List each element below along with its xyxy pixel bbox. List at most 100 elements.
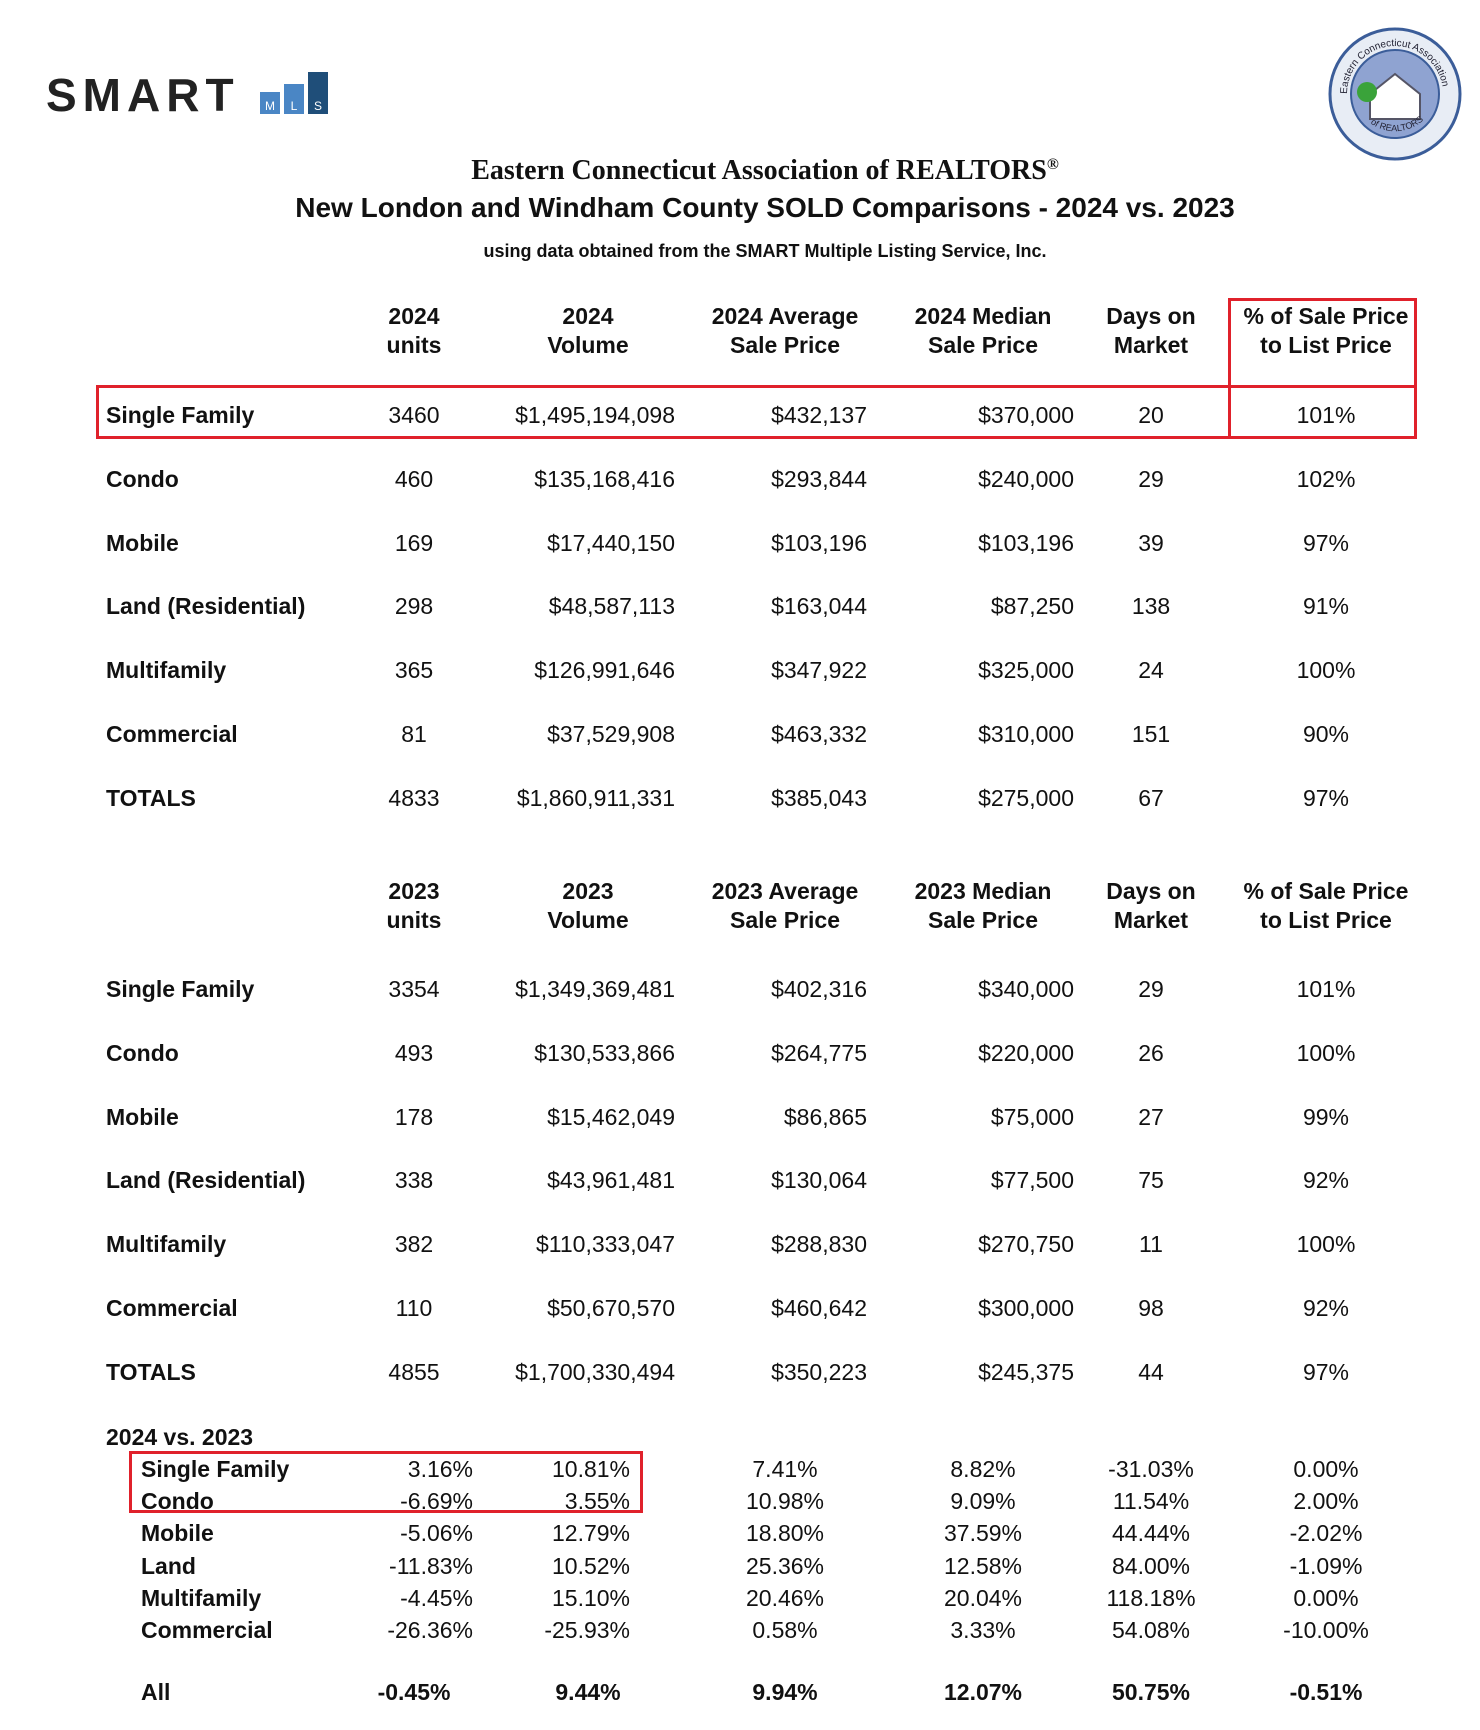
row-label: Multifamily (106, 1231, 227, 1258)
column-header: units (386, 332, 442, 358)
cell: $385,043 (771, 784, 867, 811)
cell: $310,000 (978, 721, 1074, 747)
row-label: Single Family (141, 1456, 290, 1482)
cell: 169 (394, 529, 434, 556)
cell: 92% (1302, 1295, 1350, 1321)
cell: 20.04% (943, 1584, 1023, 1611)
cell: 29 (1138, 465, 1164, 492)
cell: 97% (1302, 1358, 1350, 1385)
cell: 12.58% (943, 1552, 1023, 1579)
cell: $103,196 (978, 529, 1074, 556)
cell: 3.55% (564, 1488, 630, 1515)
cell: $300,000 (978, 1295, 1074, 1321)
row-label: Land (Residential) (106, 1167, 306, 1194)
cell: $275,000 (978, 784, 1074, 811)
cell: 97% (1302, 529, 1350, 556)
cell: $1,860,911,331 (516, 784, 675, 811)
column-header: 2023 Average (711, 878, 859, 904)
cell: 3.33% (950, 1617, 1016, 1643)
cell: $86,865 (783, 1103, 867, 1130)
cell: 4833 (388, 784, 440, 811)
cell: 0.58% (752, 1617, 818, 1643)
column-header: 2024 Median (914, 303, 1052, 329)
cell: 54.08% (1111, 1617, 1191, 1643)
cell: $126,991,646 (534, 657, 675, 684)
cell: 67 (1138, 784, 1164, 811)
title-text: Eastern Connecticut Association of REALT… (471, 155, 1047, 187)
cell: 298 (394, 593, 434, 620)
cell: $135,168,416 (534, 465, 675, 492)
row-label: Single Family (106, 976, 255, 1002)
cell: 10.98% (745, 1488, 825, 1515)
cell: 37.59% (943, 1520, 1023, 1547)
row-label: Single Family (106, 402, 255, 428)
cell: $350,223 (771, 1358, 867, 1385)
row-label: Mobile (106, 529, 179, 556)
row-label: Mobile (141, 1520, 214, 1547)
cell: -4.45% (400, 1584, 473, 1611)
cell: 338 (394, 1167, 434, 1194)
cell: 24 (1138, 657, 1164, 684)
cell: 365 (394, 657, 434, 684)
cell: $1,700,330,494 (515, 1358, 675, 1385)
cell: 27 (1138, 1103, 1164, 1130)
cell: $293,844 (771, 465, 867, 492)
cell: $1,495,194,098 (515, 402, 675, 428)
cell: $245,375 (978, 1358, 1074, 1385)
cell: $370,000 (978, 402, 1074, 428)
cell: -6.69% (400, 1488, 473, 1515)
cell: $463,332 (771, 721, 867, 747)
cell: 101% (1296, 976, 1356, 1002)
cell: $347,922 (771, 657, 867, 684)
cell: 81 (401, 721, 427, 747)
cell: 0.00% (1293, 1456, 1359, 1482)
cell: 44 (1138, 1358, 1164, 1385)
logo-letter: S (314, 99, 322, 113)
cell: 493 (394, 1039, 434, 1066)
cell: 12.07% (943, 1679, 1023, 1705)
column-header: 2023 (562, 878, 614, 904)
cell: 100% (1296, 657, 1356, 684)
cell: 138 (1131, 593, 1171, 620)
cell: 3460 (388, 402, 440, 428)
cell: 11 (1139, 1231, 1163, 1258)
logo-letter: L (291, 99, 298, 113)
seal: Eastern Connecticut Association of REALT… (1328, 27, 1462, 161)
cell: $270,750 (978, 1231, 1074, 1258)
cell: $75,000 (990, 1103, 1074, 1130)
cell: $432,137 (771, 402, 867, 428)
cell: 99% (1302, 1103, 1350, 1130)
column-header: 2023 (388, 878, 440, 904)
cell: -26.36% (387, 1617, 473, 1643)
cell: -2.02% (1289, 1520, 1363, 1547)
cell: -1.09% (1289, 1552, 1363, 1579)
cell: 75 (1138, 1167, 1164, 1194)
cell: 110 (395, 1295, 433, 1321)
cell: $37,529,908 (547, 721, 675, 747)
row-label: Multifamily (106, 657, 227, 684)
title-mark: ® (1046, 155, 1059, 173)
cell: 91% (1302, 593, 1350, 620)
cell: 382 (394, 1231, 434, 1258)
logo-name: SMART (46, 69, 240, 121)
cell: 29 (1138, 976, 1164, 1002)
cell: $87,250 (990, 593, 1074, 620)
cell: -0.45% (377, 1679, 451, 1705)
cell: 0.00% (1293, 1584, 1359, 1611)
row-label: Land (141, 1552, 196, 1579)
cell: $48,587,113 (548, 593, 675, 620)
cell: 2.00% (1293, 1488, 1359, 1515)
cell: 20.46% (745, 1584, 825, 1611)
cell: 9.09% (950, 1488, 1016, 1515)
cell: -10.00% (1283, 1617, 1369, 1643)
row-label: Commercial (106, 721, 238, 747)
highlight-box (129, 1451, 643, 1513)
cell: 3.16% (407, 1456, 473, 1482)
cell: 102% (1296, 465, 1356, 492)
cell: $130,533,866 (534, 1039, 675, 1066)
row-label: Mobile (106, 1103, 179, 1130)
cell: -0.51% (1289, 1679, 1363, 1705)
cell: $50,670,570 (547, 1295, 675, 1321)
column-header: 2024 (388, 303, 440, 329)
